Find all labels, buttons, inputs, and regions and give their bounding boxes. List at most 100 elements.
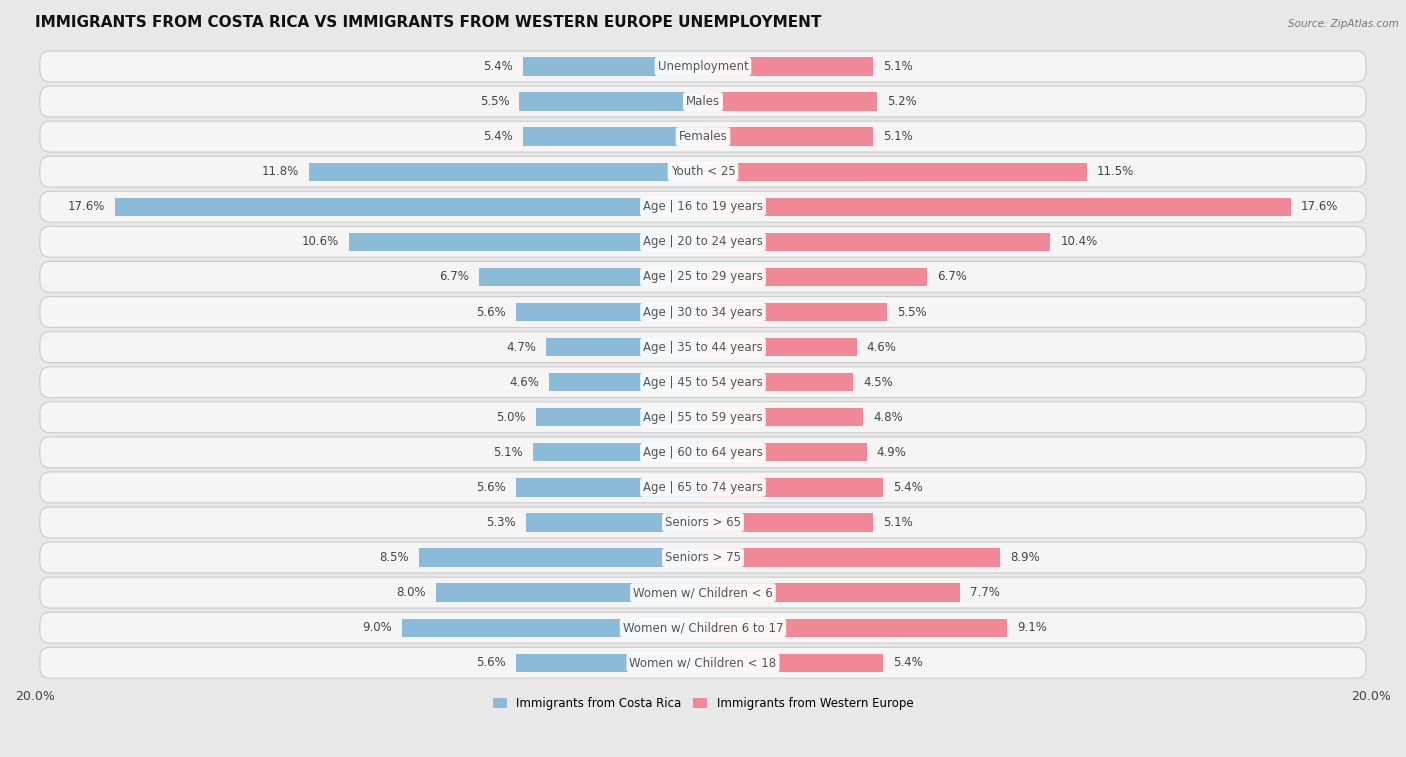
Bar bbox=[703, 584, 960, 602]
Bar bbox=[309, 163, 703, 181]
Bar bbox=[703, 232, 1050, 251]
Bar bbox=[419, 548, 703, 567]
FancyBboxPatch shape bbox=[39, 612, 1367, 643]
Text: 5.1%: 5.1% bbox=[883, 60, 912, 73]
Text: 8.0%: 8.0% bbox=[396, 586, 426, 599]
Text: Women w/ Children < 6: Women w/ Children < 6 bbox=[633, 586, 773, 599]
FancyBboxPatch shape bbox=[39, 507, 1367, 538]
Text: Seniors > 65: Seniors > 65 bbox=[665, 516, 741, 529]
FancyBboxPatch shape bbox=[39, 121, 1367, 152]
Bar bbox=[436, 584, 703, 602]
Text: Source: ZipAtlas.com: Source: ZipAtlas.com bbox=[1288, 19, 1399, 29]
Bar bbox=[703, 127, 873, 146]
Text: Women w/ Children < 18: Women w/ Children < 18 bbox=[630, 656, 776, 669]
Bar bbox=[516, 653, 703, 672]
Bar bbox=[703, 303, 887, 321]
Text: 11.8%: 11.8% bbox=[262, 165, 299, 178]
Bar bbox=[703, 408, 863, 426]
Text: 4.9%: 4.9% bbox=[877, 446, 907, 459]
Text: 11.5%: 11.5% bbox=[1097, 165, 1135, 178]
Text: 6.7%: 6.7% bbox=[936, 270, 967, 283]
Text: 17.6%: 17.6% bbox=[67, 201, 105, 213]
Bar bbox=[703, 198, 1291, 216]
Bar bbox=[703, 653, 883, 672]
Text: Females: Females bbox=[679, 130, 727, 143]
Bar bbox=[546, 338, 703, 357]
Bar bbox=[523, 58, 703, 76]
Bar bbox=[526, 513, 703, 531]
Bar bbox=[115, 198, 703, 216]
Bar bbox=[703, 163, 1087, 181]
Bar bbox=[516, 303, 703, 321]
Text: Age | 35 to 44 years: Age | 35 to 44 years bbox=[643, 341, 763, 354]
Text: 5.1%: 5.1% bbox=[883, 516, 912, 529]
Text: 17.6%: 17.6% bbox=[1301, 201, 1339, 213]
Text: 10.4%: 10.4% bbox=[1060, 235, 1098, 248]
Text: 5.5%: 5.5% bbox=[479, 95, 509, 108]
FancyBboxPatch shape bbox=[39, 366, 1367, 397]
Bar bbox=[523, 127, 703, 146]
FancyBboxPatch shape bbox=[39, 472, 1367, 503]
FancyBboxPatch shape bbox=[39, 192, 1367, 223]
Text: 5.4%: 5.4% bbox=[893, 656, 924, 669]
Bar bbox=[516, 478, 703, 497]
Text: 5.5%: 5.5% bbox=[897, 306, 927, 319]
Text: 5.1%: 5.1% bbox=[494, 446, 523, 459]
Text: 4.8%: 4.8% bbox=[873, 411, 903, 424]
Text: Males: Males bbox=[686, 95, 720, 108]
Bar bbox=[349, 232, 703, 251]
Text: 6.7%: 6.7% bbox=[439, 270, 470, 283]
FancyBboxPatch shape bbox=[39, 261, 1367, 292]
Bar bbox=[402, 618, 703, 637]
Text: 5.3%: 5.3% bbox=[486, 516, 516, 529]
Text: 8.5%: 8.5% bbox=[380, 551, 409, 564]
FancyBboxPatch shape bbox=[39, 297, 1367, 328]
Bar bbox=[703, 513, 873, 531]
Text: Age | 60 to 64 years: Age | 60 to 64 years bbox=[643, 446, 763, 459]
Bar bbox=[703, 373, 853, 391]
Text: Unemployment: Unemployment bbox=[658, 60, 748, 73]
FancyBboxPatch shape bbox=[39, 542, 1367, 573]
Bar bbox=[479, 268, 703, 286]
Bar bbox=[519, 92, 703, 111]
FancyBboxPatch shape bbox=[39, 156, 1367, 187]
Text: 5.4%: 5.4% bbox=[482, 130, 513, 143]
Text: 5.6%: 5.6% bbox=[477, 656, 506, 669]
Text: 5.1%: 5.1% bbox=[883, 130, 912, 143]
Text: 5.0%: 5.0% bbox=[496, 411, 526, 424]
Text: Age | 16 to 19 years: Age | 16 to 19 years bbox=[643, 201, 763, 213]
FancyBboxPatch shape bbox=[39, 402, 1367, 433]
Bar bbox=[703, 478, 883, 497]
Text: 9.1%: 9.1% bbox=[1017, 621, 1047, 634]
Bar bbox=[550, 373, 703, 391]
FancyBboxPatch shape bbox=[39, 647, 1367, 678]
Text: 5.6%: 5.6% bbox=[477, 481, 506, 494]
FancyBboxPatch shape bbox=[39, 332, 1367, 363]
Text: 4.5%: 4.5% bbox=[863, 375, 893, 388]
FancyBboxPatch shape bbox=[39, 86, 1367, 117]
FancyBboxPatch shape bbox=[39, 51, 1367, 82]
Text: 4.6%: 4.6% bbox=[509, 375, 540, 388]
Text: Age | 30 to 34 years: Age | 30 to 34 years bbox=[643, 306, 763, 319]
Bar bbox=[703, 268, 927, 286]
Text: 5.6%: 5.6% bbox=[477, 306, 506, 319]
Bar bbox=[703, 92, 877, 111]
Text: 5.4%: 5.4% bbox=[893, 481, 924, 494]
Text: 4.6%: 4.6% bbox=[866, 341, 897, 354]
Text: IMMIGRANTS FROM COSTA RICA VS IMMIGRANTS FROM WESTERN EUROPE UNEMPLOYMENT: IMMIGRANTS FROM COSTA RICA VS IMMIGRANTS… bbox=[35, 15, 821, 30]
Text: Youth < 25: Youth < 25 bbox=[671, 165, 735, 178]
FancyBboxPatch shape bbox=[39, 577, 1367, 608]
Text: 9.0%: 9.0% bbox=[363, 621, 392, 634]
Text: Women w/ Children 6 to 17: Women w/ Children 6 to 17 bbox=[623, 621, 783, 634]
Text: 4.7%: 4.7% bbox=[506, 341, 536, 354]
Bar bbox=[703, 443, 866, 462]
Bar bbox=[703, 338, 856, 357]
Text: 5.2%: 5.2% bbox=[887, 95, 917, 108]
Legend: Immigrants from Costa Rica, Immigrants from Western Europe: Immigrants from Costa Rica, Immigrants f… bbox=[488, 693, 918, 715]
Text: Age | 45 to 54 years: Age | 45 to 54 years bbox=[643, 375, 763, 388]
Text: 5.4%: 5.4% bbox=[482, 60, 513, 73]
Text: 10.6%: 10.6% bbox=[302, 235, 339, 248]
Text: 8.9%: 8.9% bbox=[1011, 551, 1040, 564]
FancyBboxPatch shape bbox=[39, 437, 1367, 468]
FancyBboxPatch shape bbox=[39, 226, 1367, 257]
